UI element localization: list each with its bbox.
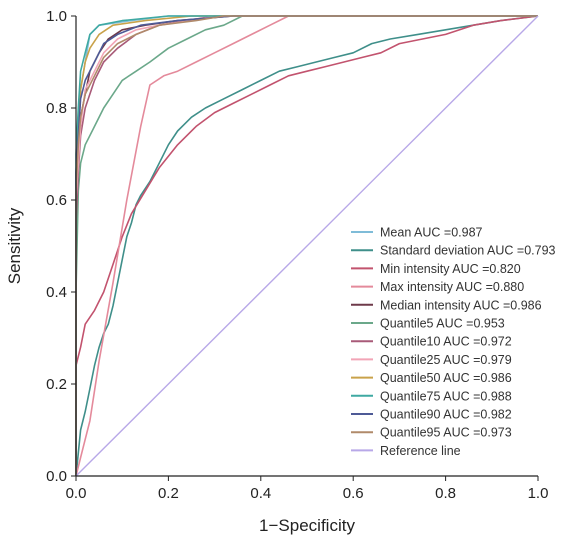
legend-label: Quantile25 AUC =0.979 xyxy=(380,353,512,367)
legend-label: Max intensity AUC =0.880 xyxy=(380,280,524,294)
legend-label: Quantile75 AUC =0.988 xyxy=(380,389,512,403)
legend: Mean AUC =0.987 Standard deviation AUC =0… xyxy=(351,226,556,458)
legend-label: Reference line xyxy=(380,444,461,458)
axes: 0.0 0.2 0.4 0.6 0.8 1.0 0.0 0.2 0.4 0.6 0.8 1.0 xyxy=(46,8,548,502)
x-tick-label: 1.0 xyxy=(528,485,549,502)
y-tick-label: 0.6 xyxy=(46,192,67,209)
x-tick-label: 0.8 xyxy=(435,485,456,502)
legend-label: Quantile10 AUC =0.972 xyxy=(380,335,512,349)
series-line-5 xyxy=(75,15,538,476)
legend-label: Median intensity AUC =0.986 xyxy=(380,298,542,312)
y-tick-label: 0.2 xyxy=(46,376,67,393)
series-line-11 xyxy=(75,15,538,476)
legend-label: Quantile50 AUC =0.986 xyxy=(380,371,512,385)
legend-label: Min intensity AUC =0.820 xyxy=(380,262,521,276)
x-tick-label: 0.6 xyxy=(343,485,364,502)
series-line-12 xyxy=(75,15,539,477)
series-line-9 xyxy=(75,15,538,476)
legend-label: Quantile5 AUC =0.953 xyxy=(380,317,505,331)
legend-label: Quantile95 AUC =0.973 xyxy=(380,426,512,440)
y-tick-label: 0.4 xyxy=(46,284,67,301)
y-tick-label: 1.0 xyxy=(46,8,67,25)
series-line-3 xyxy=(75,15,538,477)
x-tick-label: 0.4 xyxy=(250,485,271,502)
legend-label: Mean AUC =0.987 xyxy=(380,226,483,240)
y-tick-label: 0.8 xyxy=(46,100,67,117)
legend-label: Quantile90 AUC =0.982 xyxy=(380,408,512,422)
x-tick-label: 0.2 xyxy=(158,485,179,502)
plot-lines xyxy=(75,15,539,477)
x-tick-label: 0.0 xyxy=(66,485,87,502)
y-tick-label: 0.0 xyxy=(46,468,67,485)
legend-label: Standard deviation AUC =0.793 xyxy=(380,244,556,258)
y-axis-title: Sensitivity xyxy=(5,207,24,284)
x-axis-title: 1−Specificity xyxy=(259,516,355,535)
series-line-2 xyxy=(75,15,539,476)
